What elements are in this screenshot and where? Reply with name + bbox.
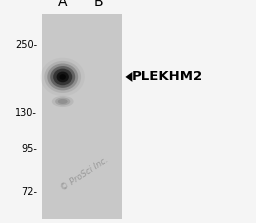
Text: B: B: [94, 0, 103, 9]
Text: PLEKHM2: PLEKHM2: [132, 70, 203, 83]
Text: 95-: 95-: [21, 145, 37, 154]
Ellipse shape: [52, 96, 74, 107]
Ellipse shape: [53, 69, 72, 85]
Ellipse shape: [44, 61, 81, 93]
Ellipse shape: [57, 72, 69, 82]
Text: 72-: 72-: [21, 187, 37, 197]
Ellipse shape: [41, 58, 85, 96]
Text: 250-: 250-: [15, 40, 37, 50]
Ellipse shape: [59, 74, 66, 80]
Text: A: A: [58, 0, 68, 9]
Text: © ProSci Inc.: © ProSci Inc.: [59, 155, 110, 193]
Ellipse shape: [47, 64, 78, 90]
FancyBboxPatch shape: [42, 14, 122, 219]
Ellipse shape: [55, 98, 70, 105]
Text: 130-: 130-: [15, 108, 37, 118]
Polygon shape: [125, 72, 132, 82]
Ellipse shape: [58, 99, 68, 104]
Ellipse shape: [50, 66, 75, 88]
